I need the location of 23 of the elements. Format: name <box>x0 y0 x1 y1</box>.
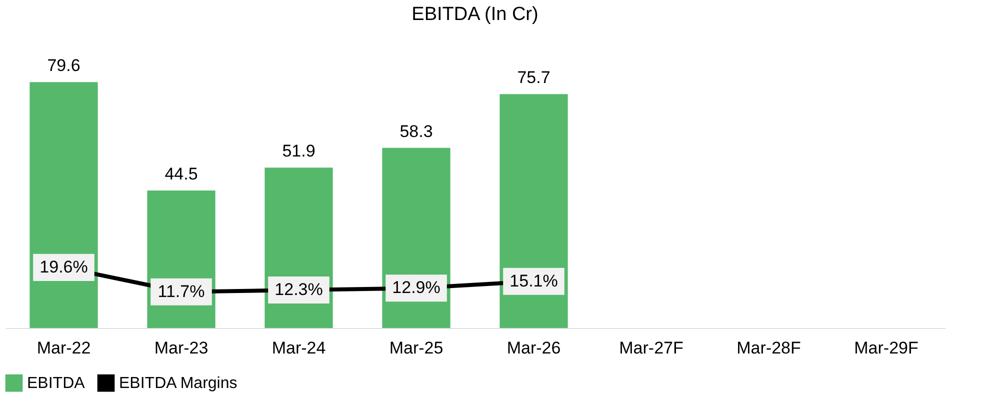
data-label: 12.3% <box>274 280 323 300</box>
data-label: 58.3 <box>400 122 433 141</box>
data-label: 11.7% <box>158 282 205 301</box>
x-tick-label: Mar-22 <box>36 338 91 358</box>
data-label: 12.9% <box>392 278 440 298</box>
bar <box>500 94 568 328</box>
x-tick-label: Mar-27F <box>619 338 684 358</box>
x-tick-label: Mar-25 <box>389 338 444 358</box>
data-label: 51.9 <box>282 142 316 161</box>
legend-label: EBITDA <box>27 375 86 392</box>
bar <box>30 82 98 328</box>
x-tick-label: Mar-29F <box>854 338 918 358</box>
x-tick-label: Mar-24 <box>272 338 326 358</box>
x-tick-label: Mar-28F <box>736 338 801 358</box>
data-label: 44.5 <box>164 164 198 184</box>
x-tick-label: Mar-23 <box>154 338 208 358</box>
legend-label: EBITDA Margins <box>119 375 238 392</box>
data-label: 15.1% <box>510 271 558 290</box>
data-label: 75.7 <box>517 68 550 88</box>
data-label: 19.6% <box>40 257 88 276</box>
x-tick-label: Mar-26 <box>506 338 561 358</box>
data-label: 79.6 <box>47 56 80 76</box>
chart-title: EBITDA (In Cr) <box>412 4 538 25</box>
